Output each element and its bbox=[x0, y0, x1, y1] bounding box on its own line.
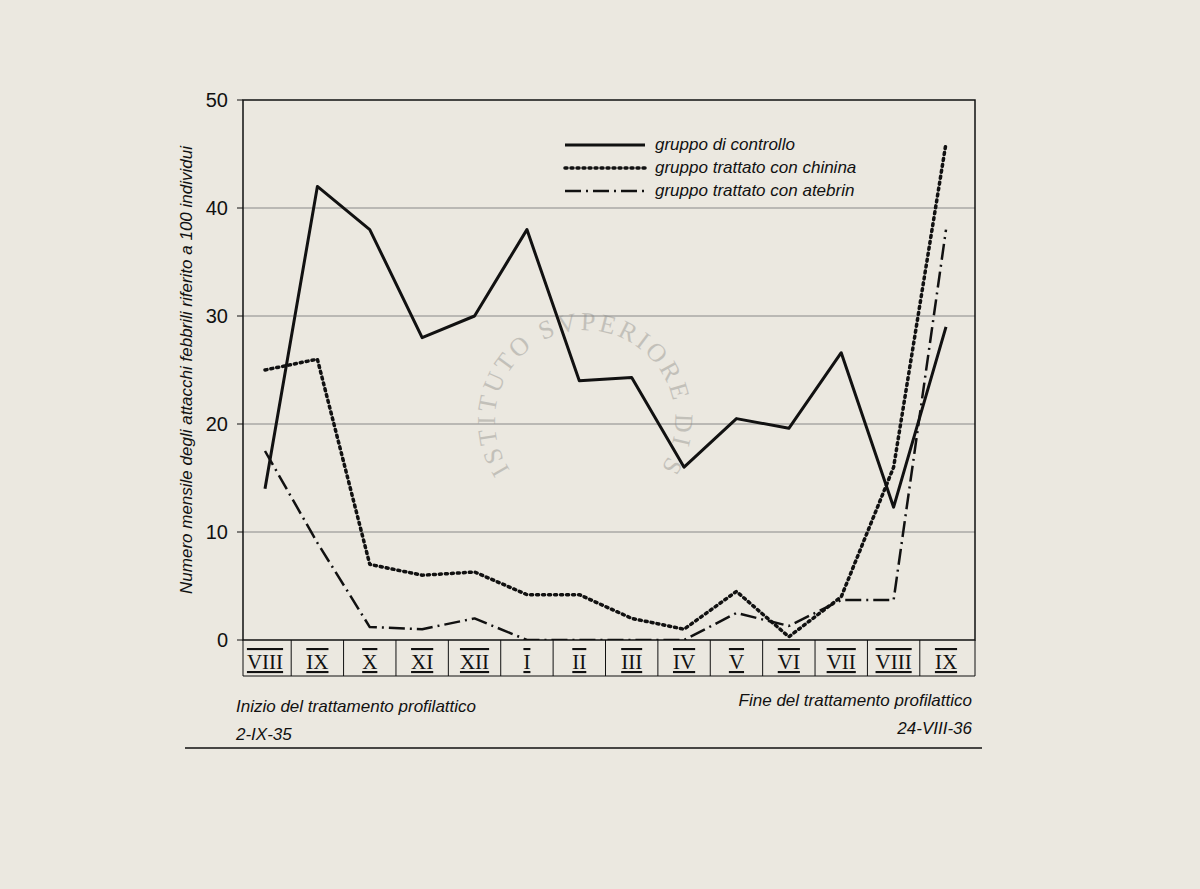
x-tick-label: V bbox=[729, 650, 744, 674]
x-tick-label: X bbox=[362, 650, 377, 674]
y-tick bbox=[237, 208, 243, 209]
annotation: 2-IX-35 bbox=[235, 725, 292, 744]
category-separator bbox=[553, 640, 554, 676]
x-tick-label: VII bbox=[827, 650, 856, 674]
series-line bbox=[265, 186, 946, 507]
legend-swatch bbox=[565, 144, 645, 147]
annotation: Inizio del trattamento profilattico bbox=[236, 697, 476, 716]
x-tick-label: VI bbox=[778, 650, 800, 674]
y-tick-label: 50 bbox=[206, 89, 228, 111]
y-tick bbox=[237, 316, 243, 317]
grid-line bbox=[243, 532, 975, 533]
watermark: ISTITUTO SVPERIORE DI SANITÀ bbox=[0, 0, 698, 482]
footer-rule bbox=[185, 747, 982, 749]
x-tick-label: VIII bbox=[876, 650, 912, 674]
y-tick bbox=[237, 532, 243, 533]
category-separator bbox=[395, 640, 396, 676]
legend-swatch bbox=[565, 166, 645, 170]
category-separator bbox=[815, 640, 816, 676]
grid-line bbox=[243, 316, 975, 317]
category-baseline bbox=[243, 676, 975, 677]
chart: ISTITUTO SVPERIORE DI SANITÀ 0 10 20 30 40 50 N… bbox=[0, 0, 1200, 889]
category-separator bbox=[500, 640, 501, 676]
x-tick-label: IX bbox=[306, 650, 328, 674]
category-separator bbox=[657, 640, 658, 676]
background bbox=[0, 0, 1200, 889]
legend-label: gruppo di controllo bbox=[655, 135, 795, 154]
category-separator bbox=[605, 640, 606, 676]
series-group bbox=[265, 143, 946, 640]
y-tick-label: 0 bbox=[217, 629, 228, 651]
x-tick-label: I bbox=[523, 650, 530, 674]
category-separator bbox=[710, 640, 711, 676]
category-separator bbox=[867, 640, 868, 676]
watermark-text: ISTITUTO SVPERIORE DI SANITÀ bbox=[0, 0, 698, 482]
x-tick-label: IX bbox=[935, 650, 957, 674]
y-tick-label: 40 bbox=[206, 197, 228, 219]
category-separator bbox=[243, 640, 244, 676]
category-separator bbox=[919, 640, 920, 676]
legend-swatch bbox=[565, 190, 645, 193]
legend-label: gruppo trattato con chinina bbox=[655, 158, 856, 177]
x-tick-label: II bbox=[572, 650, 586, 674]
legend: gruppo di controllo gruppo trattato con c… bbox=[565, 135, 856, 200]
y-tick-label: 30 bbox=[206, 305, 228, 327]
series-line bbox=[265, 230, 946, 640]
y-tick bbox=[237, 100, 243, 101]
y-axis-label: Numero mensile degli attacchi febbrili r… bbox=[177, 145, 196, 594]
category-separator bbox=[291, 640, 292, 676]
grid-line bbox=[243, 208, 975, 209]
plot-frame bbox=[243, 100, 975, 640]
x-tick-label: VIII bbox=[247, 650, 283, 674]
annotation: 24-VIII-36 bbox=[896, 719, 972, 738]
x-tick-label: XI bbox=[411, 650, 433, 674]
x-tick-label: IV bbox=[673, 650, 695, 674]
y-tick bbox=[237, 424, 243, 425]
category-separator bbox=[975, 640, 976, 676]
category-separator bbox=[448, 640, 449, 676]
x-tick-label: III bbox=[621, 650, 642, 674]
x-tick-label: XII bbox=[460, 650, 489, 674]
y-tick-label: 20 bbox=[206, 413, 228, 435]
series-line bbox=[265, 143, 946, 637]
legend-label: gruppo trattato con atebrin bbox=[655, 181, 854, 200]
y-tick bbox=[237, 640, 243, 641]
annotation: Fine del trattamento profilattico bbox=[739, 691, 972, 710]
category-separator bbox=[762, 640, 763, 676]
y-tick-label: 10 bbox=[206, 521, 228, 543]
category-separator bbox=[343, 640, 344, 676]
